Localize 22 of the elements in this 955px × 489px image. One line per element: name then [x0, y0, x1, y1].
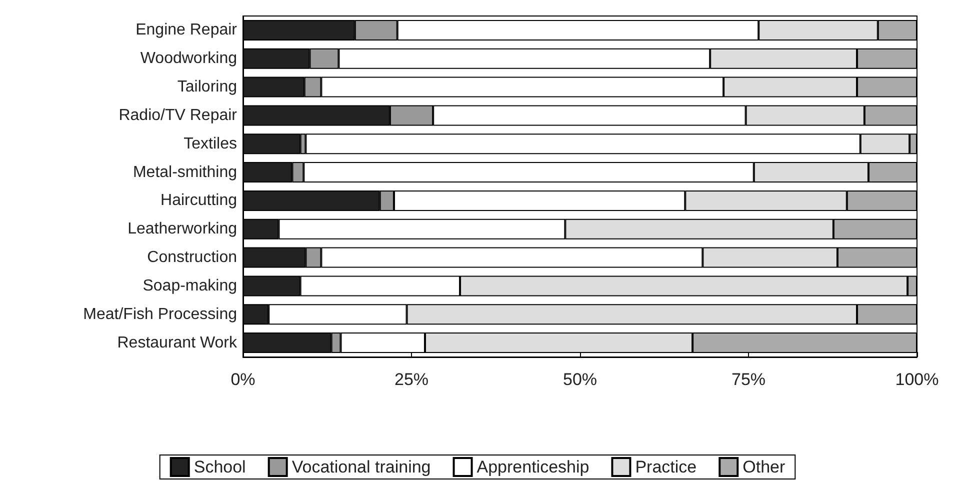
x-tick-label: 75%: [731, 370, 766, 389]
x-tick-label: 100%: [895, 370, 939, 389]
y-tick-label: Construction: [147, 249, 237, 266]
y-tick-label: Haircutting: [160, 192, 237, 210]
legend-label: Apprenticeship: [476, 458, 590, 476]
legend-label: Other: [742, 458, 786, 476]
y-tick-label: Leatherworking: [128, 220, 237, 238]
y-tick-label: Radio/TV Repair: [118, 106, 238, 124]
legend-label: Practice: [635, 458, 697, 476]
legend-label: Vocational training: [292, 458, 431, 476]
y-tick-label: Metal-smithing: [132, 164, 237, 181]
y-tick-label: Meat/Fish Processing: [83, 306, 237, 323]
y-tick-label: Engine Repair: [136, 22, 238, 39]
x-tick-label: 25%: [394, 370, 429, 389]
y-tick-label: Restaurant Work: [117, 334, 238, 352]
y-tick-label: Soap-making: [142, 277, 237, 294]
x-tick-label: 50%: [562, 370, 598, 389]
x-tick-label: 0%: [230, 370, 256, 389]
legend-label: School: [194, 458, 246, 476]
y-tick-label: Tailoring: [177, 78, 237, 96]
y-tick-label: Woodworking: [140, 50, 237, 68]
y-tick-label: Textiles: [184, 135, 237, 152]
